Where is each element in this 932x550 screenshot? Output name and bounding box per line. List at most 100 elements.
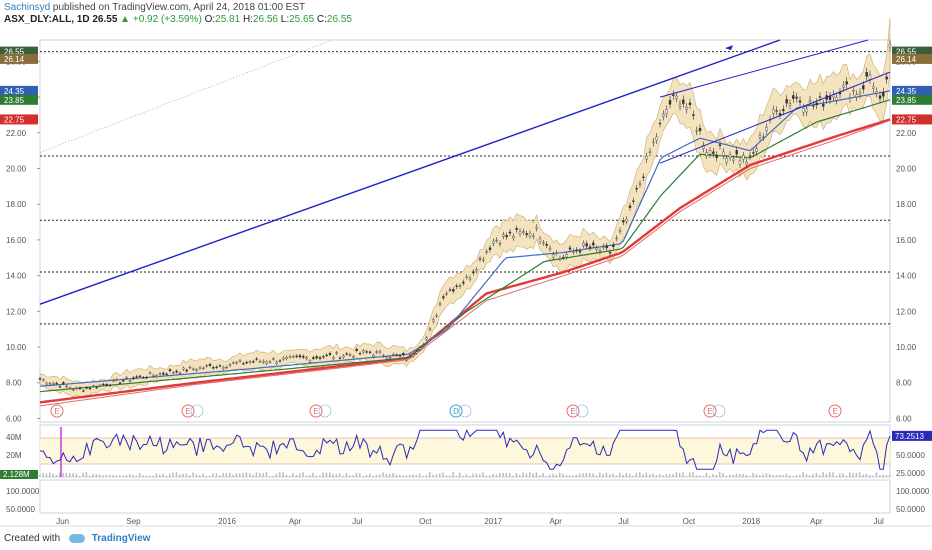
volume-bar [329,472,331,477]
volume-bar [825,474,828,477]
candle-body [465,276,468,278]
candle-body [88,387,92,390]
tradingview-brand[interactable]: TradingView [91,533,151,544]
volume-bar [819,474,821,477]
price-tag-right [892,53,932,64]
volume-value-tag [0,470,38,479]
candle-body [718,144,722,147]
candle-body [85,387,88,389]
y-tick-label-left: 12.00 [6,307,27,316]
x-tick-label: Oct [683,517,696,526]
volume-bar [799,474,801,477]
candle-body [535,226,538,229]
volume-bar [369,473,371,477]
volume-bar [279,472,281,477]
y-tick-label-right: 18.00 [896,200,917,209]
volume-bar [205,475,208,477]
volume-bar [175,472,178,477]
open-value: 25.81 [215,14,241,25]
volume-bar [755,474,758,477]
candle-body [728,154,732,158]
volume-bar [115,475,118,477]
volume-bar [595,475,598,477]
y-tick-label-left: 22.00 [6,129,27,138]
candle-body [72,389,75,391]
dividend-ring-icon [458,404,472,418]
price-change-value: +0.92 (+3.59%) [132,14,202,25]
candle-body [102,383,105,386]
volume-bar [542,472,544,477]
candle-body [78,387,82,390]
volume-bar [89,475,91,477]
candle-body [305,357,308,360]
volume-bar [769,473,771,477]
price-tag-left-label: 23.85 [4,96,25,105]
volume-bar [605,472,608,477]
volume-bar [242,472,244,477]
candle-body [308,360,312,363]
price-tag-left-label: 22.75 [4,115,25,124]
volume-bar [349,475,351,477]
volume-bar [75,473,78,477]
lower-pane-tick-label: 100.0000 [6,487,40,496]
volume-bar [879,475,881,477]
x-tick-label: Sep [126,517,141,526]
candle-body [688,102,692,105]
candle-body [92,385,95,387]
volume-bar [235,473,238,477]
y-tick-label-left: 8.00 [6,379,22,388]
x-tick-label: Jun [56,517,69,526]
volume-bar [612,473,614,477]
published-text: published on TradingView.com, April 24, … [52,2,306,13]
volume-bar [449,475,451,477]
candle-body [178,372,182,375]
candle-body [288,356,292,358]
candle-body [478,258,482,260]
lower-pane-tick-label: 50.0000 [6,505,35,514]
volume-bar [752,472,754,477]
volume-bar [565,474,568,477]
volume-bar [665,474,668,477]
volume-bar [882,474,884,477]
volume-bar [829,472,831,477]
short-channel-lower-line [659,71,891,164]
volume-bar [239,473,241,477]
volume-bar [692,472,694,477]
candle-body [682,99,685,104]
ma-pink-line [39,119,891,407]
candle-body [635,188,638,190]
candle-body [625,219,628,222]
candle-body [562,256,565,259]
candle-body [355,348,358,351]
volume-bar [639,472,641,477]
candle-body [775,110,778,112]
volume-bar [155,473,158,477]
price-tag-right-label: 23.85 [896,96,917,105]
volume-bar [312,472,314,477]
candle-body [405,358,408,361]
candle-body [655,136,658,141]
volume-bar [405,475,408,477]
volume-bar [822,472,824,477]
volume-bar [795,475,798,477]
candle-body [418,347,422,350]
earnings-marker-icon [449,404,463,418]
y-tick-label-right: 6.00 [896,414,912,423]
candle-body [578,250,582,253]
candle-body [735,150,738,155]
volume-bar [392,472,394,477]
volume-bar [649,474,651,477]
volume-bar [265,472,268,477]
volume-bar [675,472,678,477]
volume-bar [722,472,724,477]
volume-bar [742,474,744,477]
candle-body [42,379,45,381]
volume-bar [315,475,318,477]
author-name[interactable]: Sachinsyd [4,2,51,13]
volume-bar [862,474,864,477]
volume-bar [592,473,594,477]
candle-body [38,378,42,380]
price-change: ▲ +0.92 (+3.59%) [120,14,202,25]
symbol-name[interactable]: ASX_DLY:ALL, 1D [4,14,90,25]
